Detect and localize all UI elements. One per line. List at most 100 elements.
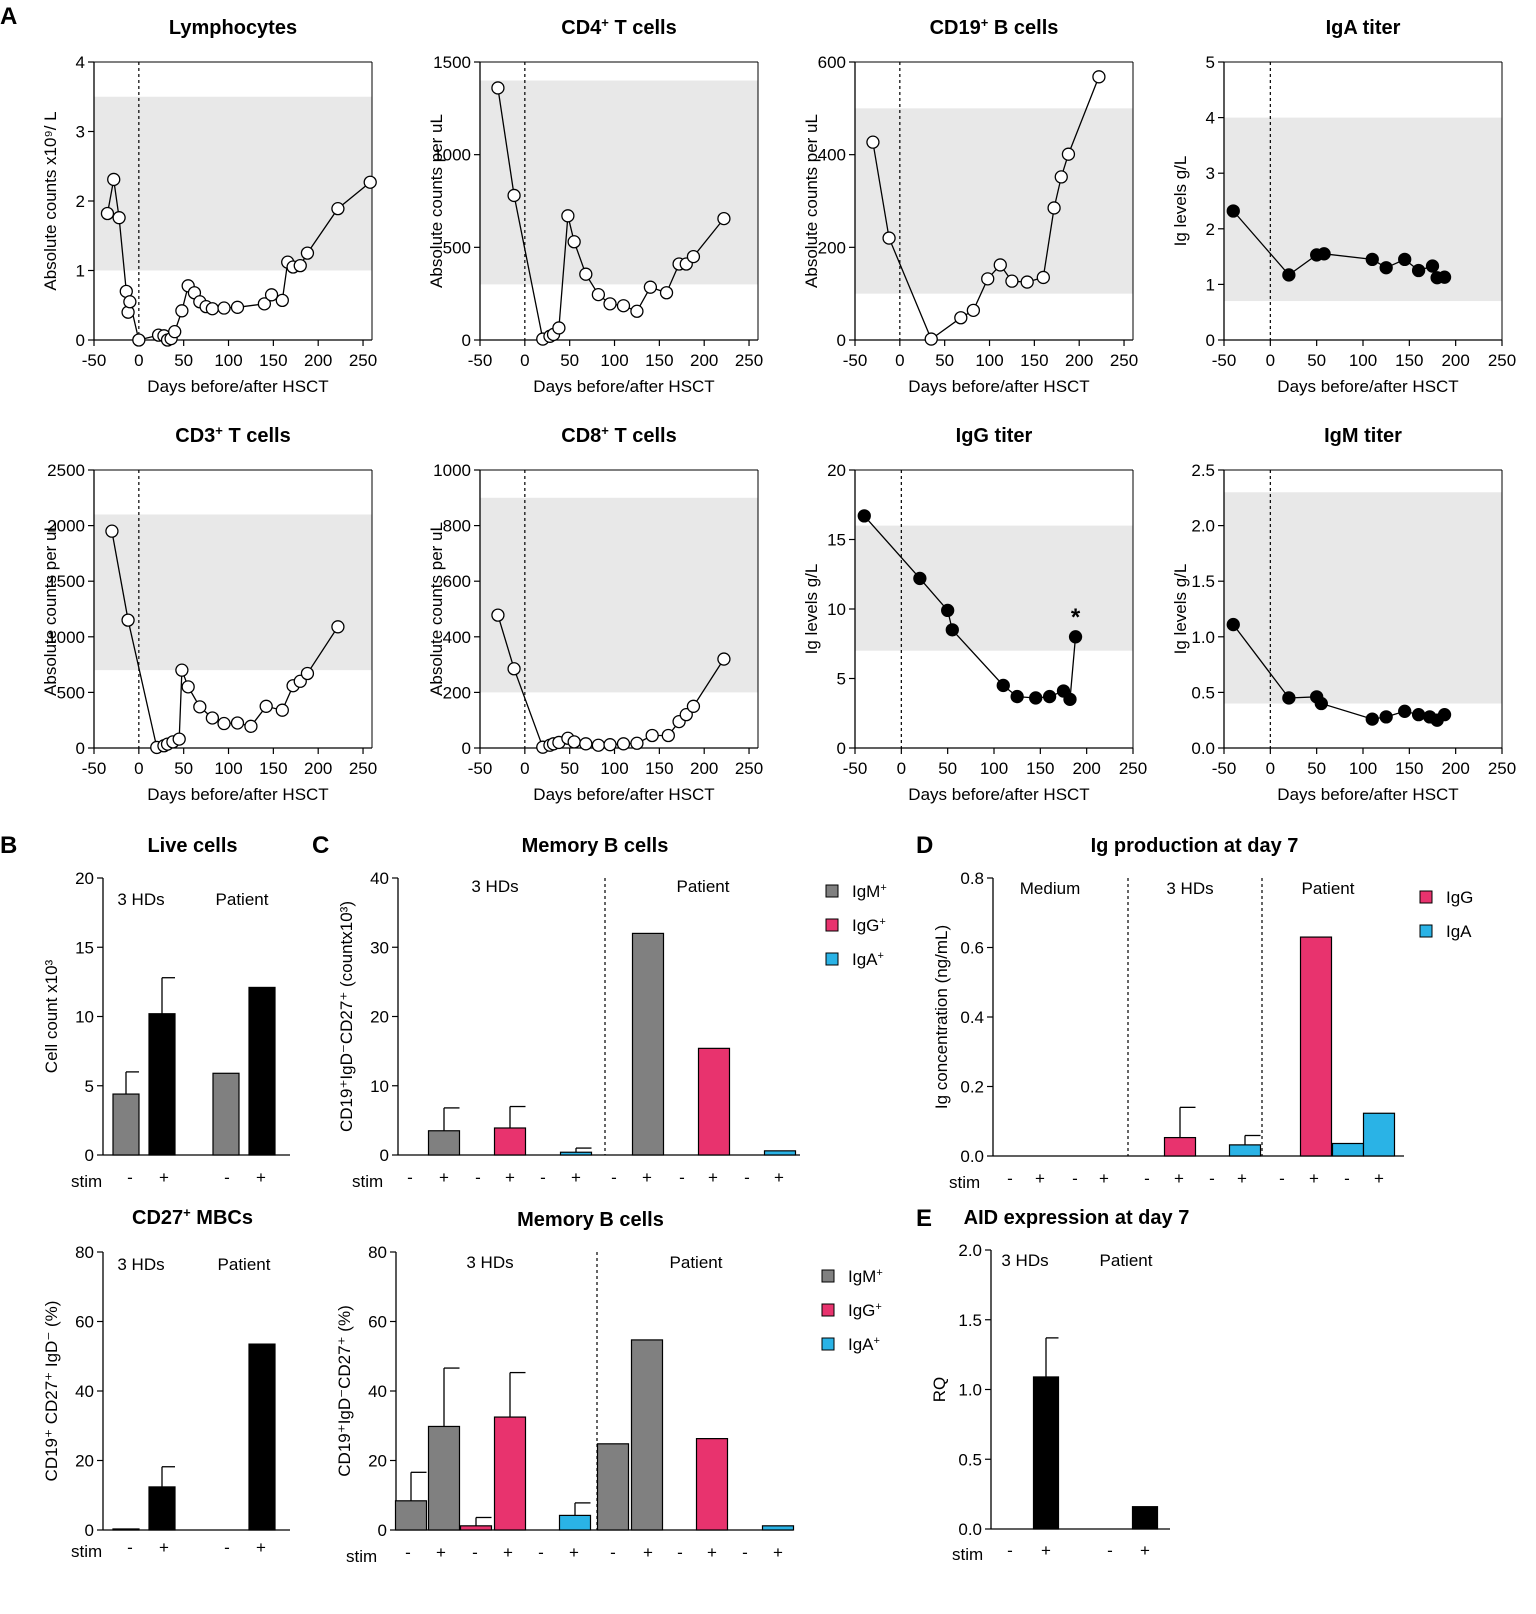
y-tick-label: 0 — [380, 1146, 389, 1165]
data-point — [1411, 707, 1426, 722]
stim-tick-label: - — [1279, 1169, 1285, 1188]
stim-tick-label: - — [1209, 1169, 1215, 1188]
stim-tick-label: + — [1309, 1169, 1319, 1188]
data-point — [491, 608, 505, 622]
y-tick-label: 0 — [85, 1521, 94, 1540]
bar — [630, 1339, 664, 1531]
data-point — [100, 206, 115, 221]
y-tick-label: 200 — [443, 683, 471, 702]
data-point — [866, 135, 880, 149]
legend-label: IgG+ — [852, 916, 886, 935]
bar — [1032, 1376, 1060, 1530]
stim-tick-label: - — [1344, 1169, 1350, 1188]
bar — [596, 1443, 630, 1531]
chart-title: CD19+ B cells — [930, 15, 1059, 40]
data-point — [981, 272, 995, 286]
y-tick-label: 800 — [443, 517, 471, 536]
stim-tick-label: - — [224, 1538, 230, 1557]
bar — [695, 1438, 729, 1531]
y-tick-label: 20 — [75, 869, 94, 888]
data-point — [567, 235, 581, 249]
chart-title: CD4+ T cells — [561, 15, 676, 40]
data-point — [491, 81, 505, 95]
data-point — [552, 321, 566, 335]
data-point — [363, 175, 377, 189]
y-tick-label: 0 — [85, 1146, 94, 1165]
y-tick-label: 600 — [818, 53, 846, 72]
panel-letter-a: A — [0, 3, 17, 30]
y-tick-label: 20 — [827, 461, 846, 480]
x-tick-label: 200 — [1441, 351, 1469, 370]
data-point — [264, 288, 279, 302]
y-tick-label: 200 — [818, 238, 846, 257]
stim-tick-label: - — [1007, 1541, 1013, 1560]
bar — [1163, 1136, 1197, 1157]
x-tick-label: 250 — [735, 351, 763, 370]
stim-tick-label: + — [159, 1168, 169, 1187]
data-point — [1282, 268, 1296, 282]
chart-title: IgG titer — [956, 425, 1033, 447]
chart-title: Lymphocytes — [169, 17, 297, 39]
chart-title: CD3+ T cells — [175, 423, 290, 448]
y-tick-label: 0 — [1206, 331, 1215, 350]
data-point — [941, 603, 955, 618]
stim-tick-label: - — [472, 1543, 478, 1562]
data-point — [1365, 712, 1379, 726]
y-tick-label: 15 — [827, 531, 846, 550]
x-tick-label: 150 — [645, 351, 673, 370]
stim-label: stim — [952, 1545, 983, 1564]
stim-tick-label: + — [571, 1168, 581, 1187]
stim-tick-label: - — [1144, 1169, 1150, 1188]
x-tick-label: 200 — [304, 351, 332, 370]
y-axis-label: Absolute counts per uL — [41, 522, 60, 696]
y-tick-label: 1.5 — [958, 1311, 982, 1330]
y-tick-label: 20 — [370, 1008, 389, 1027]
y-tick-label: 15 — [75, 938, 94, 957]
bar-chart-live_cells: Live cells 0 5 10 15 20 Cell count x10³ 3 HDs Pa… — [42, 835, 290, 1191]
chart-title: AID expression at day 7 — [964, 1207, 1190, 1229]
chart-title: Memory B cells — [517, 1209, 664, 1231]
stim-tick-label: - — [224, 1168, 230, 1187]
data-point — [205, 711, 220, 725]
bar — [1362, 1112, 1396, 1157]
data-point — [112, 211, 126, 225]
bar — [493, 1127, 527, 1156]
y-tick-label: 3 — [76, 123, 85, 142]
x-tick-label: 50 — [174, 759, 193, 778]
x-tick-label: 100 — [214, 759, 242, 778]
x-tick-label: 250 — [1488, 351, 1516, 370]
data-point — [630, 304, 644, 318]
stim-tick-label: + — [774, 1168, 784, 1187]
x-tick-label: 50 — [560, 351, 579, 370]
x-tick-label: 50 — [935, 351, 954, 370]
y-tick-label: 0.4 — [960, 1008, 984, 1027]
legend-swatch — [821, 1337, 835, 1351]
group-label: 3 HDs — [471, 877, 518, 896]
group-label: 3 HDs — [466, 1253, 513, 1272]
x-tick-label: 100 — [1349, 351, 1377, 370]
data-point — [105, 524, 119, 538]
x-axis-label: Days before/after HSCT — [908, 785, 1089, 804]
data-point — [175, 304, 189, 318]
data-point — [1010, 689, 1024, 704]
y-tick-label: 1.0 — [1191, 628, 1215, 647]
data-point — [230, 716, 245, 730]
panel-letter-e: E — [916, 1205, 932, 1232]
line-chart-igm: 0.0 0.5 1.0 1.5 2.0 2.5 -50 0 50 100 150 200 250 Days… — [1171, 425, 1516, 804]
stim-tick-label: + — [708, 1168, 718, 1187]
y-tick-label: 1000 — [47, 628, 85, 647]
stim-tick-label: + — [643, 1543, 653, 1562]
stim-tick-label: + — [439, 1168, 449, 1187]
data-point — [1047, 201, 1061, 215]
x-tick-label: 50 — [1307, 351, 1326, 370]
data-point — [175, 663, 189, 677]
data-point — [561, 209, 575, 223]
x-tick-label: 100 — [975, 351, 1003, 370]
x-axis-label: Days before/after HSCT — [147, 785, 328, 804]
data-point — [172, 732, 186, 746]
group-label: Patient — [1100, 1251, 1153, 1270]
bar — [1299, 936, 1333, 1157]
